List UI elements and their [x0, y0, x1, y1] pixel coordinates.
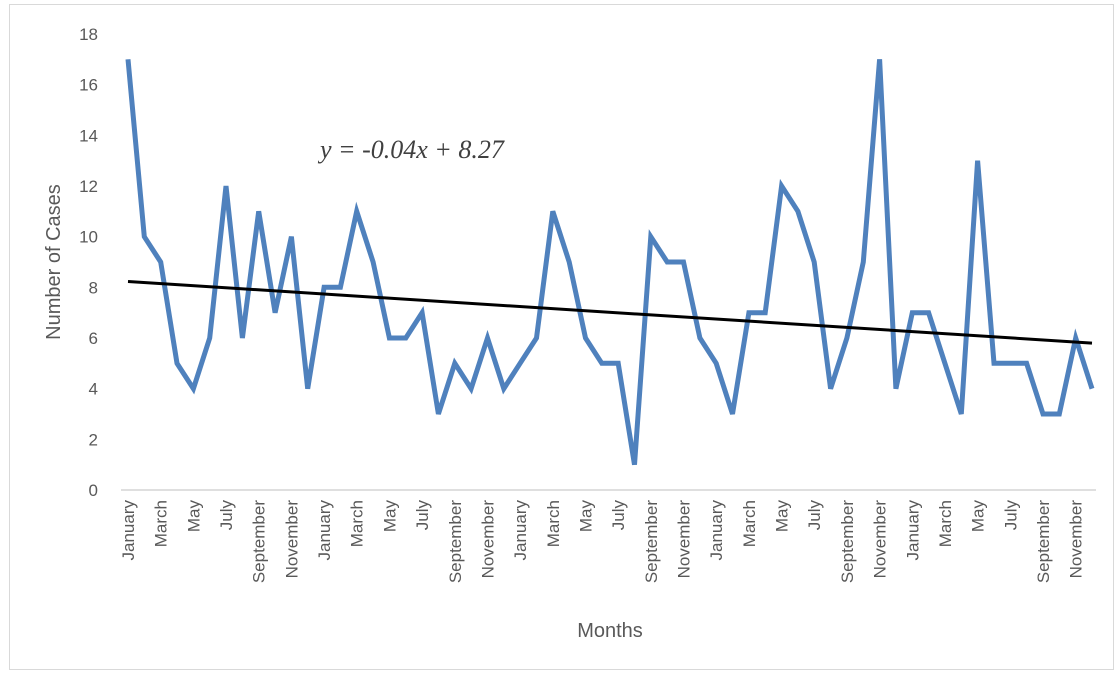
x-tick-label: November: [1067, 500, 1086, 579]
x-tick-label: May: [576, 500, 595, 533]
x-tick-label: July: [1001, 500, 1020, 531]
x-tick-label: September: [250, 500, 269, 583]
x-tick-label: January: [119, 500, 138, 561]
y-tick-label: 6: [89, 329, 98, 348]
x-axis-title: Months: [577, 620, 643, 642]
x-tick-label: July: [413, 500, 432, 531]
x-tick-label: March: [152, 500, 171, 547]
x-tick-label: January: [903, 500, 922, 561]
y-tick-label: 14: [79, 126, 98, 145]
y-tick-label: 10: [79, 228, 98, 247]
x-tick-label: May: [773, 500, 792, 533]
x-tick-label: September: [446, 500, 465, 583]
x-tick-label: May: [380, 500, 399, 533]
y-tick-label: 4: [89, 380, 98, 399]
x-tick-label: January: [511, 500, 530, 561]
x-tick-label: September: [1034, 500, 1053, 583]
x-tick-label: July: [217, 500, 236, 531]
y-axis-title: Number of Cases: [43, 184, 65, 340]
trendline: [127, 280, 1093, 345]
x-tick-label: July: [609, 500, 628, 531]
x-tick-label: September: [642, 500, 661, 583]
x-tick-label: January: [707, 500, 726, 561]
x-tick-label: July: [805, 500, 824, 531]
x-tick-label: November: [871, 500, 890, 579]
x-tick-label: January: [315, 500, 334, 561]
x-tick-label: May: [184, 500, 203, 533]
x-tick-label: March: [348, 500, 367, 547]
chart-frame: [9, 4, 1114, 670]
series-line: [125, 59, 1095, 466]
x-tick-label: September: [838, 500, 857, 583]
x-axis-ticks: January March May July September November Janu…: [119, 500, 1086, 584]
x-tick-label: March: [936, 500, 955, 547]
y-tick-label: 2: [89, 430, 98, 449]
y-tick-label: 8: [89, 278, 98, 297]
x-tick-label: November: [478, 500, 497, 579]
x-tick-label: March: [740, 500, 759, 547]
y-tick-label: 16: [79, 76, 98, 95]
y-tick-label: 0: [89, 481, 98, 500]
x-tick-label: November: [282, 500, 301, 579]
y-tick-label: 12: [79, 177, 98, 196]
trendline-equation: y = -0.04x + 8.27: [317, 135, 505, 164]
y-axis-ticks: 0 2 4 6 8 10 12 14 16 18: [79, 25, 98, 500]
x-tick-label: November: [675, 500, 694, 579]
x-tick-label: March: [544, 500, 563, 547]
x-tick-label: May: [969, 500, 988, 533]
y-tick-label: 18: [79, 25, 98, 44]
